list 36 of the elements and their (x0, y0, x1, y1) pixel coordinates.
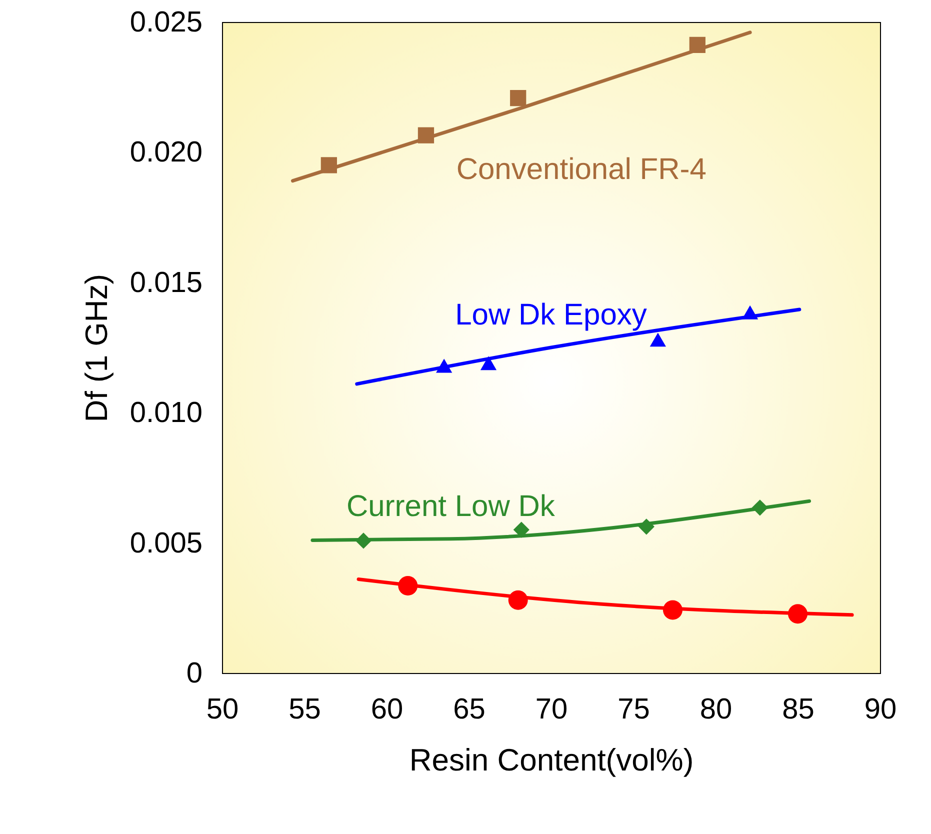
x-tick-label: 85 (782, 694, 814, 726)
point (418, 127, 434, 144)
x-tick-label: 80 (700, 694, 732, 726)
point (689, 36, 706, 53)
point (480, 356, 497, 370)
point (752, 500, 768, 516)
point (513, 522, 530, 538)
point (638, 518, 654, 535)
x-tick-label: 65 (453, 694, 486, 726)
point (788, 604, 808, 624)
point (510, 90, 526, 106)
y-tick-label: 0.015 (130, 266, 202, 299)
y-tick-label: 0 (186, 658, 202, 690)
series-label: Conventional FR-4 (456, 152, 706, 186)
x-tick-label: 55 (288, 694, 321, 726)
y-tick-label: 0.005 (130, 527, 202, 560)
point (742, 305, 758, 320)
x-tick-label: 50 (206, 694, 239, 726)
point (320, 157, 337, 174)
point (355, 532, 372, 549)
x-tick-label: 75 (618, 694, 650, 726)
point (508, 590, 528, 610)
y-tick-label: 0.020 (130, 136, 202, 169)
y-tick-label: 0.010 (130, 397, 202, 430)
point (650, 332, 666, 347)
x-tick-label: 70 (535, 694, 568, 726)
point (436, 358, 452, 373)
y-tick-label: 0.025 (130, 6, 202, 38)
point (662, 600, 682, 620)
point (398, 576, 418, 596)
y-axis-title: Df (1 GHz) (78, 274, 114, 422)
x-axis-title: Resin Content(vol%) (409, 742, 694, 778)
x-tick-label: 60 (370, 694, 404, 726)
x-tick-label: 90 (864, 694, 897, 726)
series-label: Low Dk Epoxy (455, 298, 647, 332)
series-label: Current Low Dk (346, 490, 556, 523)
